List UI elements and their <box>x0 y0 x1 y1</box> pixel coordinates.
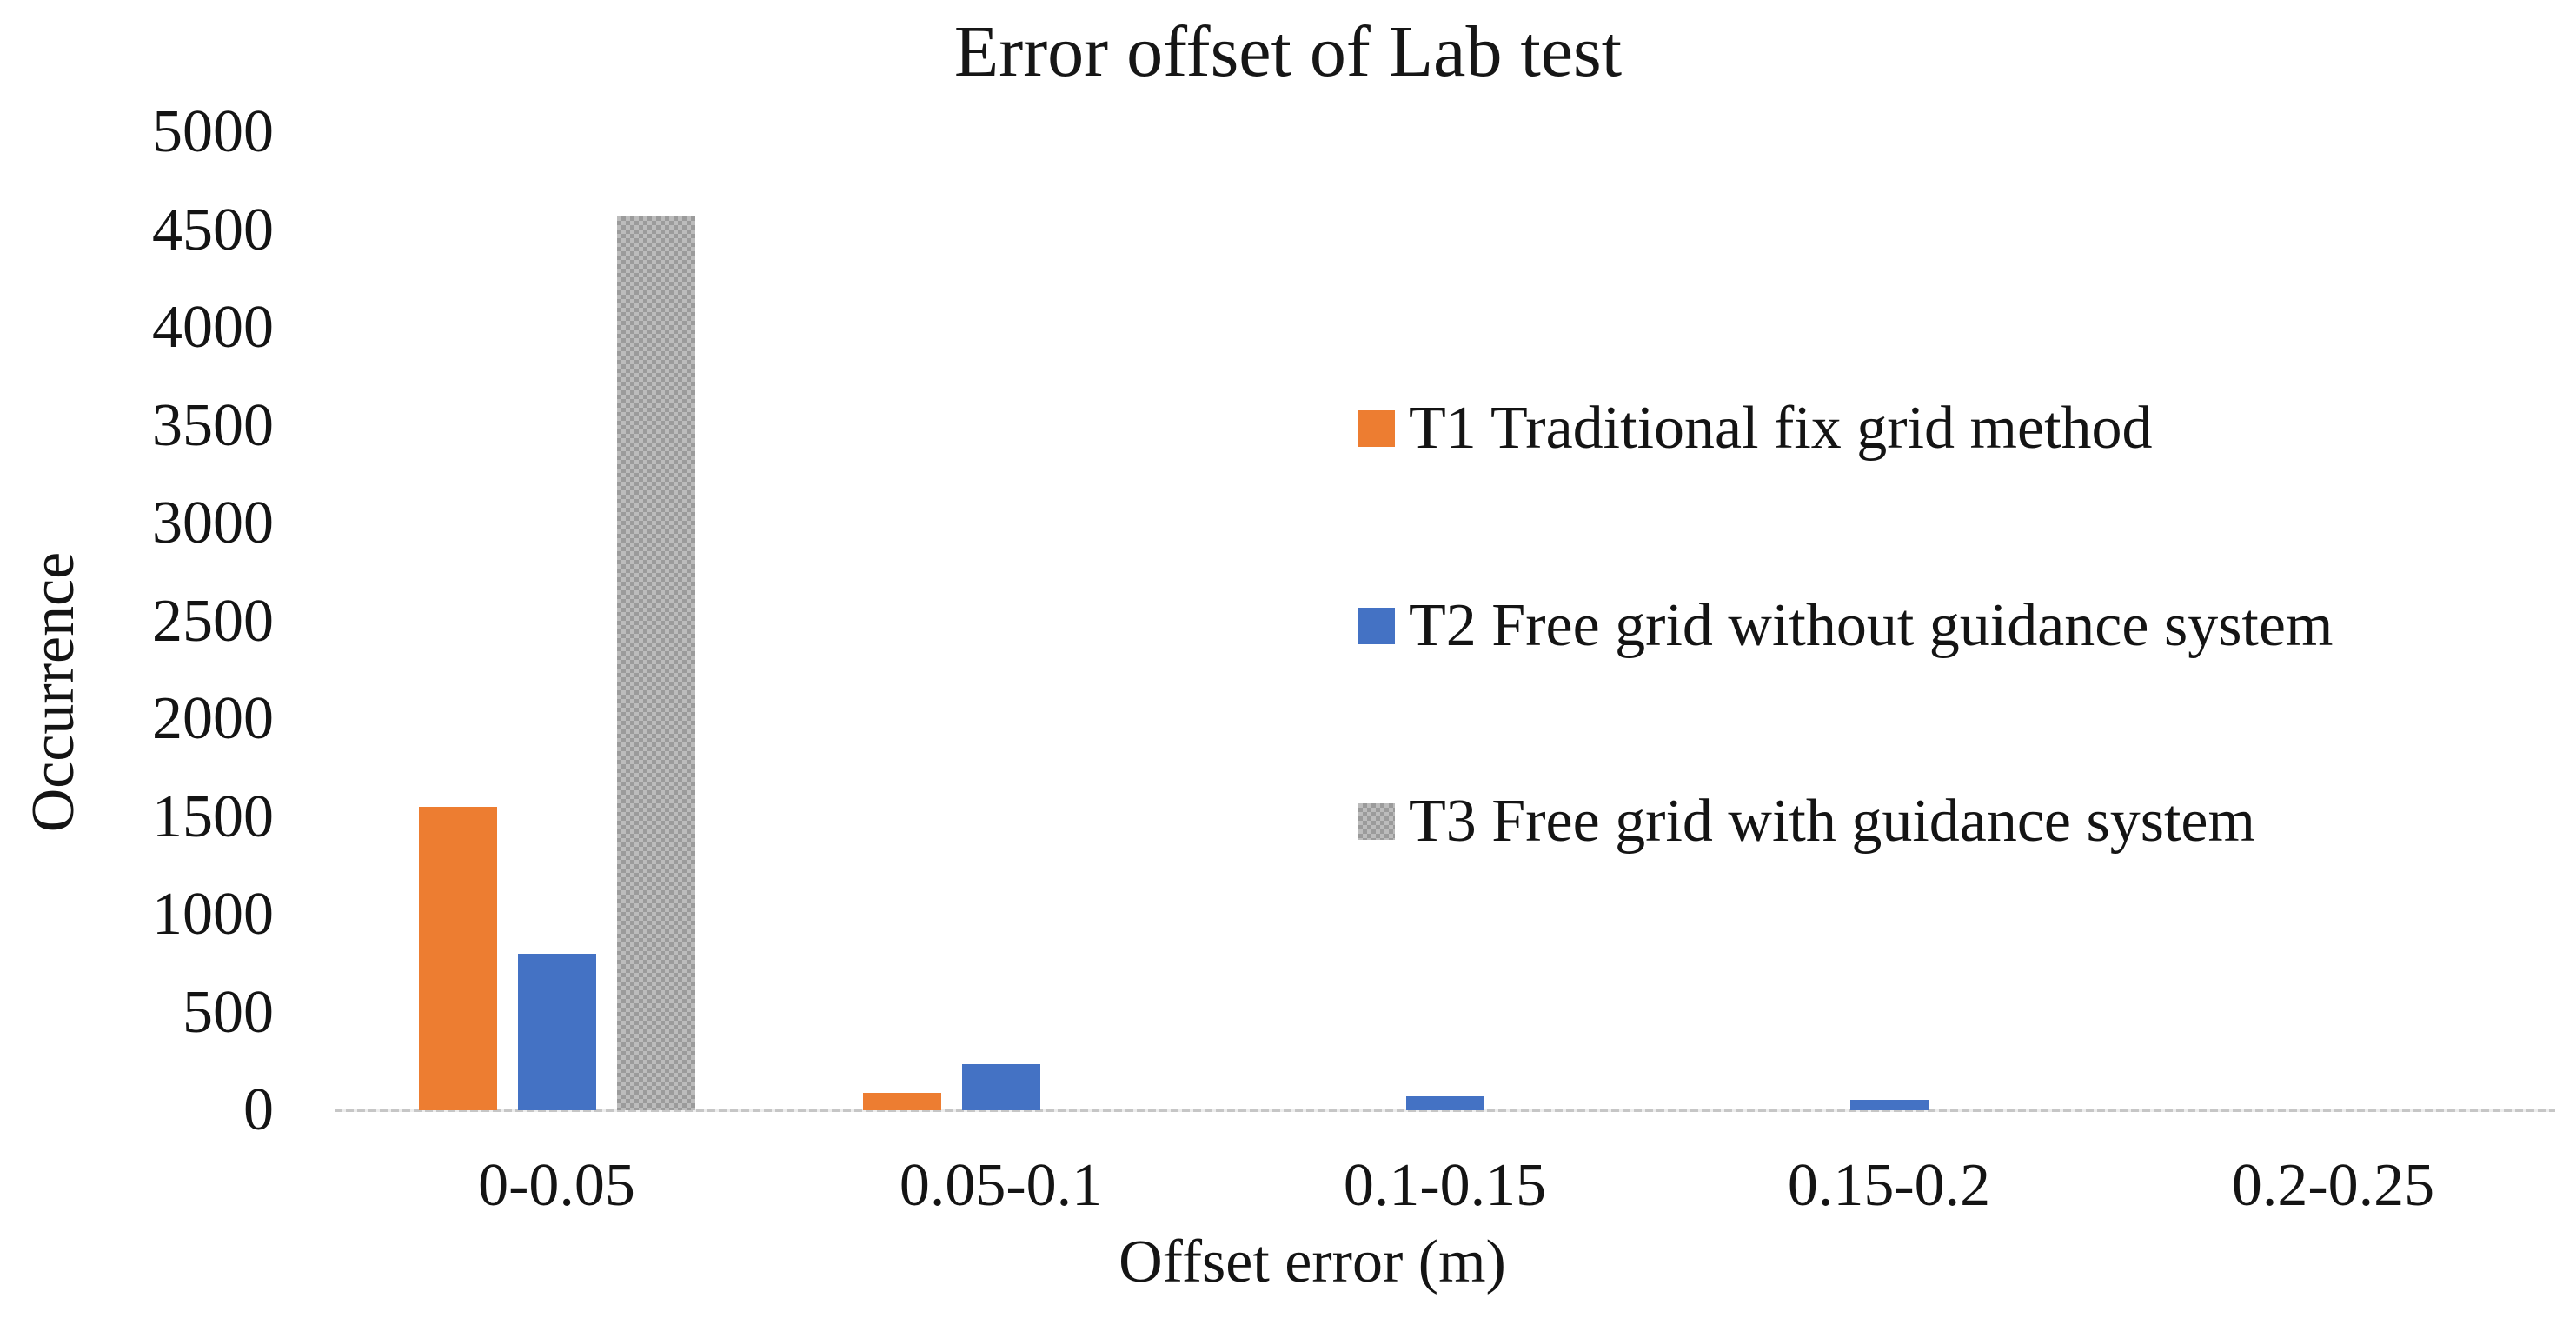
legend-swatch-t1 <box>1358 410 1395 447</box>
y-tick-label: 4500 <box>152 196 274 263</box>
x-tick-label: 0.15-0.2 <box>1787 1152 1991 1219</box>
y-tick-label: 1500 <box>152 782 274 850</box>
legend-item-t1: T1 Traditional fix grid method <box>1358 387 2153 470</box>
bar-t2-0.1-0.15 <box>1405 1096 1484 1110</box>
legend-label-t1: T1 Traditional fix grid method <box>1409 395 2153 462</box>
x-axis-title: Offset error (m) <box>1119 1228 1506 1295</box>
x-tick-label: 0.2-0.25 <box>2231 1152 2435 1219</box>
y-tick-label: 500 <box>183 978 274 1046</box>
bar-t1-0.05-0.1 <box>862 1092 941 1110</box>
x-axis-line <box>335 1109 2555 1112</box>
legend-swatch-t3 <box>1358 803 1395 840</box>
y-tick-label: 2000 <box>152 685 274 752</box>
y-tick-label: 0 <box>243 1076 274 1143</box>
y-tick-label: 3000 <box>152 489 274 556</box>
x-tick-label: 0.1-0.15 <box>1343 1152 1547 1219</box>
legend-item-t3: T3 Free grid with guidance system <box>1358 780 2255 863</box>
chart-legend: T1 Traditional fix grid method T2 Free g… <box>1358 0 2558 1325</box>
y-tick-label: 2500 <box>152 587 274 655</box>
x-tick-label: 0.05-0.1 <box>899 1152 1103 1219</box>
y-tick-label: 3500 <box>152 391 274 459</box>
bar-t3-0-0.05 <box>616 216 695 1110</box>
bar-t1-0-0.05 <box>418 807 497 1110</box>
chart-title: Error offset of Lab test <box>953 11 1623 92</box>
bar-t2-0.15-0.2 <box>1849 1099 1929 1110</box>
bar-t2-0-0.05 <box>517 954 596 1110</box>
y-tick-label: 1000 <box>152 881 274 948</box>
y-tick-label: 5000 <box>152 98 274 165</box>
legend-label-t3: T3 Free grid with guidance system <box>1409 788 2255 855</box>
legend-swatch-t2 <box>1358 608 1395 644</box>
legend-item-t2: T2 Free grid without guidance system <box>1358 584 2333 668</box>
y-tick-label: 4000 <box>152 294 274 361</box>
x-tick-label: 0-0.05 <box>478 1152 635 1219</box>
bar-t2-0.05-0.1 <box>961 1064 1040 1110</box>
legend-label-t2: T2 Free grid without guidance system <box>1409 592 2334 659</box>
